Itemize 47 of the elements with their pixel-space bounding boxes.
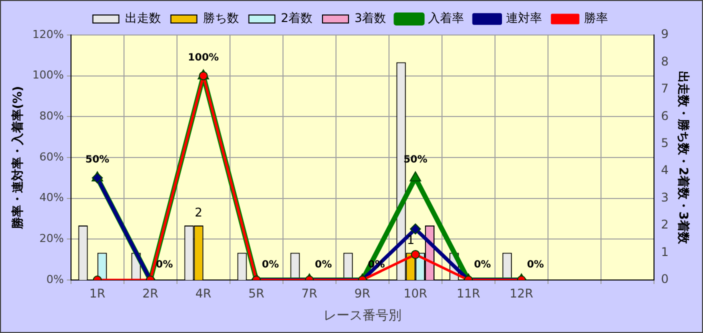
- data-label: 0%: [262, 260, 279, 271]
- y-axis-title: 勝率・連対率・入着率(%): [10, 86, 24, 230]
- y2-tick-label: 6: [660, 108, 669, 123]
- y2-axis-title: 出走数・勝ち数・2着数・3着数: [676, 71, 691, 245]
- x-tick-label: 9R: [354, 286, 370, 300]
- y2-tick-label: 2: [660, 218, 669, 232]
- y-tick-label: 60%: [39, 150, 64, 164]
- data-label: 50%: [85, 154, 110, 166]
- x-tick-label: 5R: [248, 286, 264, 300]
- x-tick-label: 4R: [195, 286, 212, 300]
- legend-label: 出走数: [124, 11, 161, 26]
- y2-tick-label: 0: [660, 272, 669, 286]
- x-tick-label: 2R: [142, 286, 158, 300]
- data-label: 0%: [526, 260, 544, 271]
- y-tick-label: 80%: [39, 110, 64, 123]
- y2-tick-label: 5: [660, 136, 669, 150]
- point: [410, 171, 422, 182]
- x-tick-label: 12R: [510, 286, 534, 300]
- x-tick-label: 1R: [89, 286, 106, 300]
- y2-tick-label: 1: [660, 244, 669, 259]
- x-tick-label: 11R: [456, 286, 480, 300]
- y-tick-label: 100%: [32, 68, 64, 82]
- legend-label: 入着率: [428, 11, 464, 26]
- legend-label: 2着数: [280, 11, 313, 26]
- data-label: 1: [406, 232, 414, 247]
- data-label: 0%: [156, 260, 173, 271]
- y2-tick-label: 7: [660, 82, 669, 96]
- y2-tick-label: 4: [660, 163, 669, 178]
- y2-tick-label: 9: [660, 27, 669, 42]
- data-label: 0%: [314, 260, 332, 271]
- data-label: 100%: [188, 52, 219, 64]
- legend-label: 3着数: [354, 11, 386, 26]
- legend-label: 勝率: [584, 11, 608, 26]
- data-label: 2: [194, 206, 202, 220]
- y-tick-label: 20%: [39, 232, 64, 246]
- y-tick-label: 120%: [32, 28, 64, 41]
- y2-tick-label: 8: [660, 54, 669, 68]
- x-tick-label: 7R: [301, 286, 318, 300]
- x-axis-title: レース番号別: [323, 308, 402, 324]
- y-tick-label: 40%: [39, 191, 64, 204]
- y-tick-label: 0%: [46, 272, 64, 286]
- y2-tick-label: 3: [660, 190, 669, 204]
- data-label: 0%: [368, 260, 385, 271]
- x-tick-label: 10R: [404, 286, 428, 300]
- legend-label: 勝ち数: [202, 11, 239, 26]
- data-label: 0%: [474, 260, 491, 271]
- legend-label: 連対率: [506, 11, 542, 26]
